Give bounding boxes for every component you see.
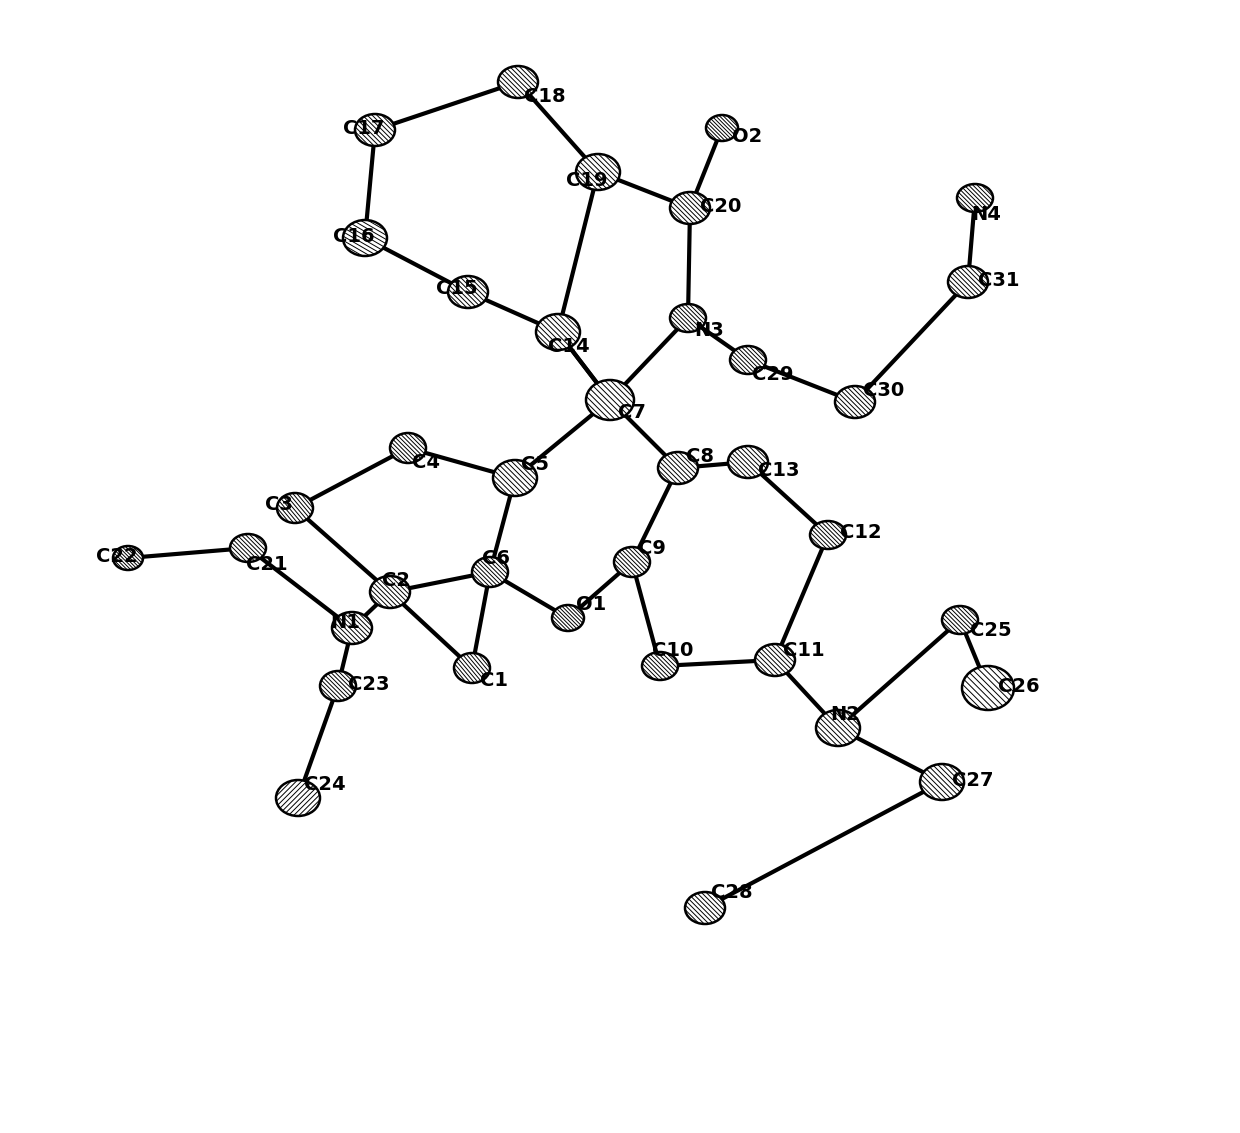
Ellipse shape [577,154,620,190]
Text: C27: C27 [952,770,993,790]
Ellipse shape [552,605,584,631]
Ellipse shape [755,644,795,676]
Ellipse shape [494,460,537,496]
Text: O2: O2 [732,127,763,145]
Ellipse shape [670,304,706,332]
Text: C11: C11 [782,640,825,659]
Ellipse shape [949,266,988,298]
Ellipse shape [472,557,508,587]
Text: C7: C7 [618,402,646,421]
Ellipse shape [614,547,650,577]
Text: C21: C21 [246,554,288,573]
Text: C6: C6 [482,548,510,568]
Text: C1: C1 [480,671,508,690]
Ellipse shape [355,114,396,146]
Ellipse shape [957,184,993,212]
Ellipse shape [454,653,490,683]
Text: C4: C4 [412,452,440,471]
Text: N2: N2 [830,705,859,724]
Text: C8: C8 [686,446,714,466]
Text: O1: O1 [577,595,606,613]
Ellipse shape [730,346,766,374]
Ellipse shape [343,220,387,256]
Ellipse shape [370,576,410,608]
Ellipse shape [498,66,538,97]
Text: C14: C14 [548,337,590,356]
Ellipse shape [320,671,356,701]
Text: C10: C10 [652,640,693,659]
Ellipse shape [332,612,372,644]
Ellipse shape [962,666,1014,710]
Text: C22: C22 [95,546,138,565]
Ellipse shape [810,521,846,550]
Ellipse shape [658,452,698,484]
Text: C18: C18 [525,86,565,105]
Text: C19: C19 [565,170,608,189]
Text: C9: C9 [639,538,666,557]
Ellipse shape [706,116,738,140]
Text: N4: N4 [971,204,1001,223]
Ellipse shape [670,191,711,224]
Ellipse shape [587,380,634,420]
Text: C20: C20 [701,196,742,215]
Ellipse shape [277,493,312,523]
Text: C3: C3 [265,494,293,513]
Text: N1: N1 [330,613,360,631]
Text: C28: C28 [711,883,753,902]
Text: C26: C26 [998,676,1039,696]
Ellipse shape [448,276,489,308]
Text: N3: N3 [694,321,724,340]
Ellipse shape [684,892,725,925]
Ellipse shape [920,764,963,800]
Ellipse shape [277,780,320,816]
Text: C31: C31 [978,271,1019,290]
Text: C30: C30 [863,381,904,400]
Text: C5: C5 [521,454,549,474]
Text: C12: C12 [839,523,882,543]
Ellipse shape [113,546,143,570]
Text: C15: C15 [436,279,477,298]
Ellipse shape [728,446,768,478]
Ellipse shape [942,606,978,634]
Ellipse shape [391,433,427,463]
Text: C16: C16 [334,227,374,246]
Text: C24: C24 [304,775,346,793]
Ellipse shape [816,710,861,746]
Ellipse shape [835,386,875,418]
Ellipse shape [536,314,580,350]
Text: C13: C13 [758,460,800,479]
Text: C17: C17 [343,119,384,137]
Text: C2: C2 [382,571,410,589]
Ellipse shape [229,534,267,562]
Text: C25: C25 [970,621,1012,639]
Text: C23: C23 [348,674,389,693]
Text: C29: C29 [751,365,794,383]
Ellipse shape [642,651,678,680]
